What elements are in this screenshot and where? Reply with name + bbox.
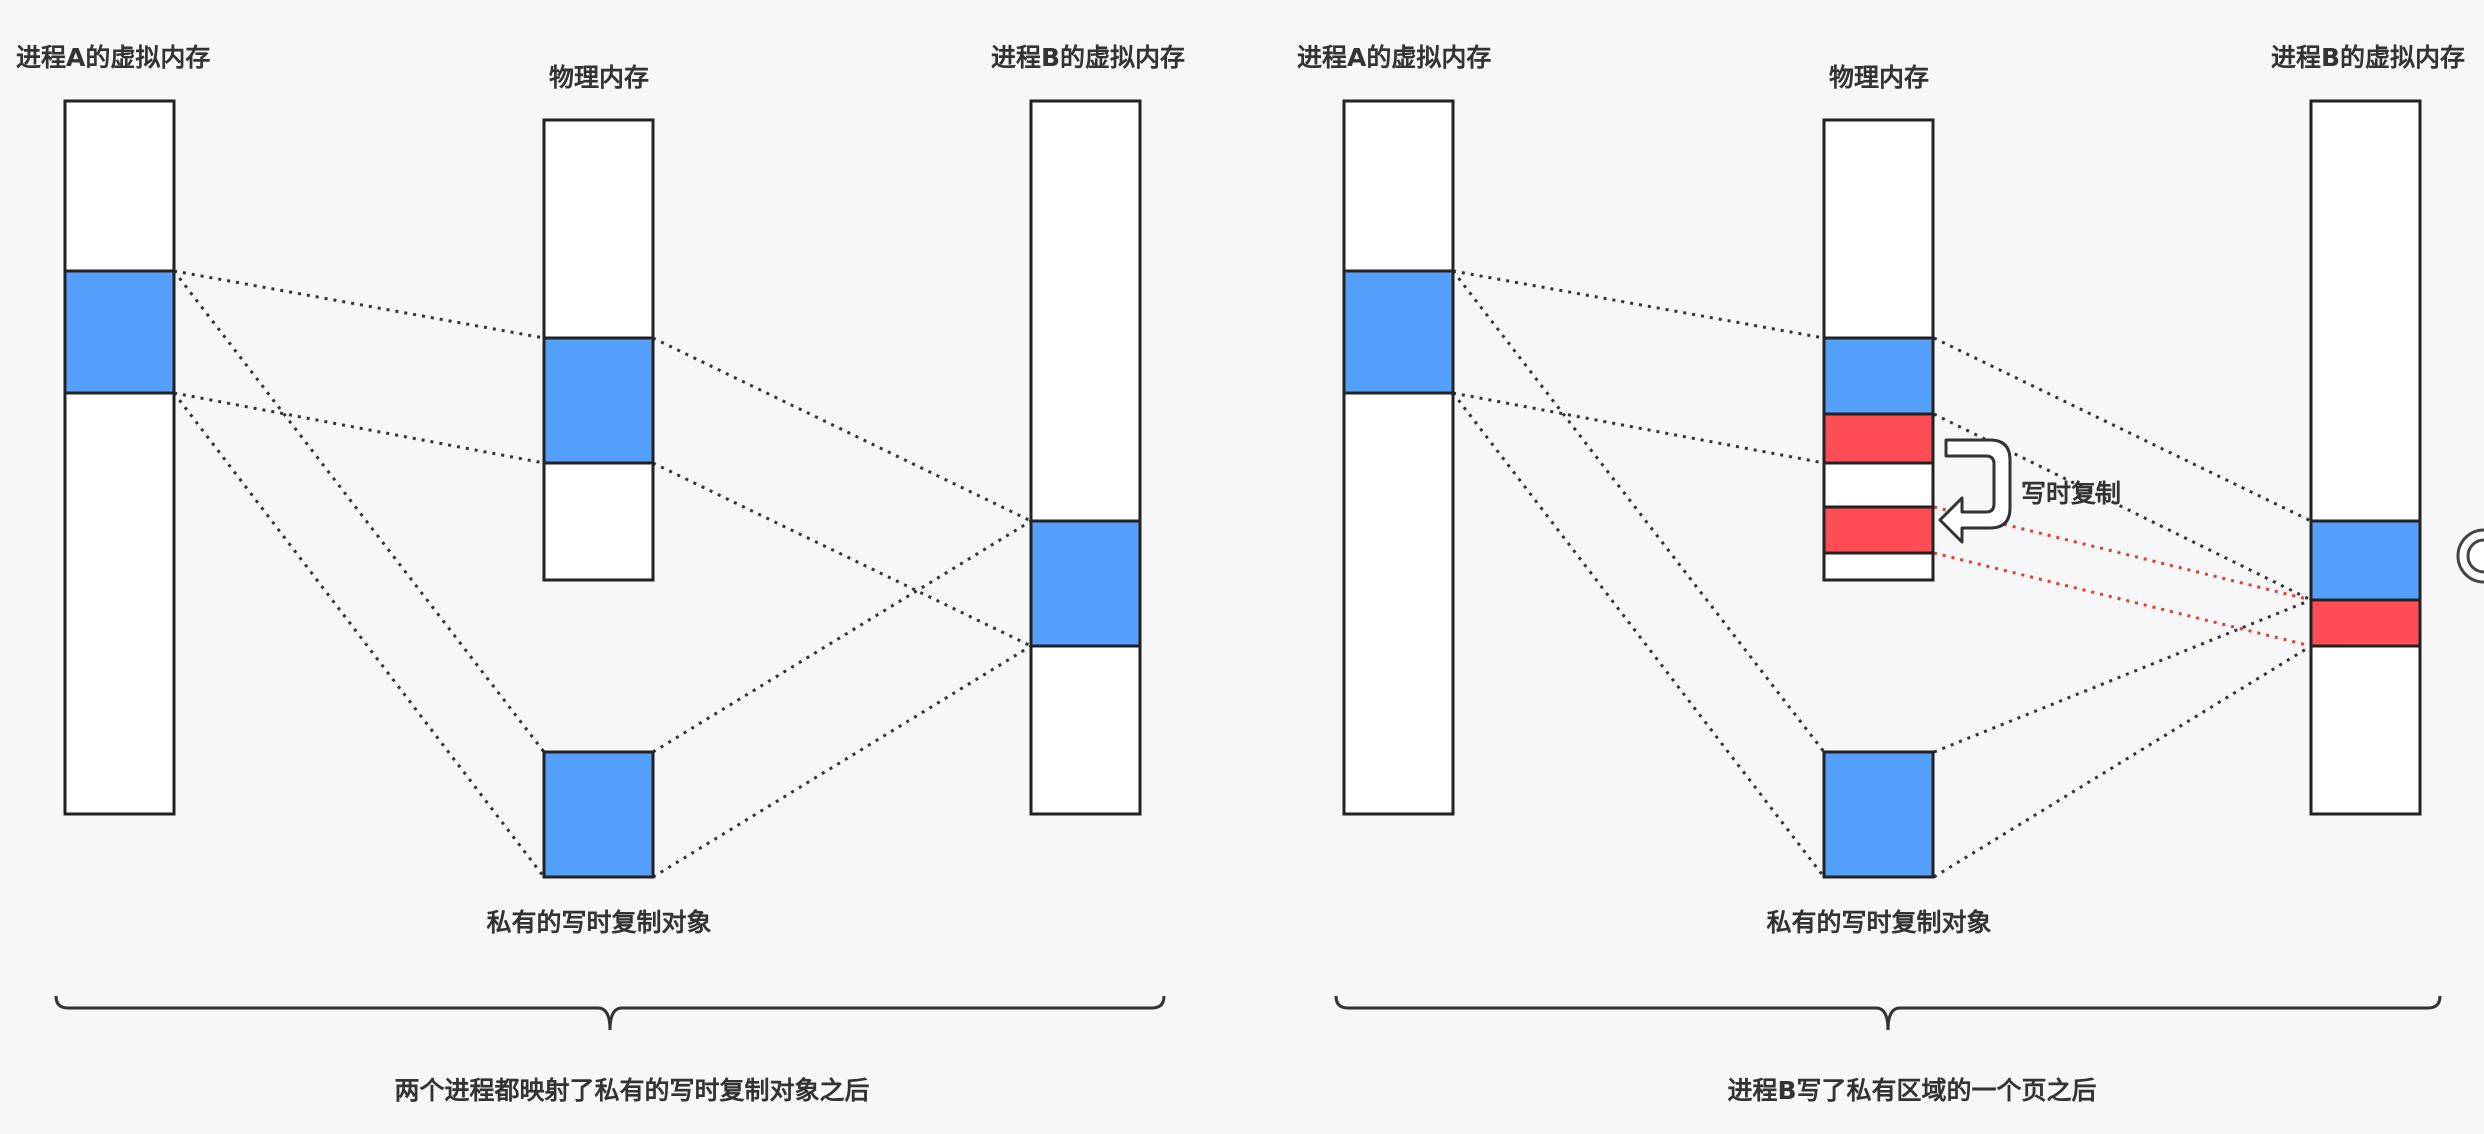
private-cow-object-box [1822,750,1935,879]
map-b-phys-top [1933,336,2312,523]
proc-b-copied-page [2309,598,2422,648]
panel-right: 写时复制 进程A的虚拟内存 物理内存 进程B的虚拟内存 私有的写时复制对象 进程… [1297,43,2465,1105]
caption-left: 两个进程都映射了私有的写时复制对象之后 [394,1076,869,1105]
map-b-object-top [652,519,1032,754]
map-a-object-bottom [1451,392,1826,878]
physical-original-page [1822,412,1935,465]
proc-b-memory-column [2309,99,2422,816]
map-a-phys-bottom [1452,391,1825,465]
private-cow-object-box [542,750,655,879]
proc-a-shared-page [63,269,176,395]
proc-b-memory-left [1029,99,1142,816]
proc-b-label: 进程B的虚拟内存 [991,43,1185,72]
physical-memory-right [1822,118,1935,582]
proc-a-shared-page [1342,269,1455,395]
map-b-object-bottom [652,644,1032,879]
copy-on-write-arrow [1938,438,2012,544]
map-a-object-bottom [172,392,546,878]
mapping-lines-left [172,269,1032,879]
edge-circle-icon[interactable] [2456,528,2484,584]
panel-left: 进程A的虚拟内存 物理内存 进程B的虚拟内存 私有的写时复制对象 两个进程都映射… [16,43,1185,1105]
brace-left [54,995,1166,1031]
proc-a-label: 进程A的虚拟内存 [1297,43,1491,72]
map-b-object-bottom [1933,644,2312,879]
proc-a-memory-column [63,99,176,816]
proc-b-shared-page [1029,519,1142,648]
physical-memory-label: 物理内存 [1829,63,1929,92]
map-a-object-top [172,270,546,753]
proc-a-memory-column [1342,99,1455,816]
physical-shared-page [1822,336,1935,416]
physical-copied-page [1822,505,1935,555]
private-cow-object-label: 私有的写时复制对象 [1766,908,1991,937]
proc-b-memory-column [1029,99,1142,816]
map-b-object-top [1933,598,2312,754]
map-b-copy-bottom [1933,551,2312,648]
physical-memory-left [542,118,655,582]
map-a-phys-top [173,269,545,340]
proc-b-label: 进程B的虚拟内存 [2271,43,2465,72]
caption-right: 进程B写了私有区域的一个页之后 [1727,1076,2096,1105]
map-b-phys-top [652,336,1032,523]
physical-shared-page [542,336,655,465]
map-a-phys-bottom [173,391,545,465]
copy-on-write-label: 写时复制 [2021,479,2121,508]
map-b-phys-bottom [652,461,1032,648]
brace-right [1334,995,2442,1031]
physical-memory-label: 物理内存 [549,63,649,92]
proc-a-memory-right [1342,99,1455,816]
map-a-object-top [1451,270,1826,753]
map-a-phys-top [1452,269,1825,340]
proc-a-label: 进程A的虚拟内存 [16,43,210,72]
private-cow-object-label: 私有的写时复制对象 [486,908,711,937]
proc-b-shared-page [2309,519,2422,602]
proc-b-memory-right [2309,99,2422,816]
proc-a-memory-left [63,99,176,816]
